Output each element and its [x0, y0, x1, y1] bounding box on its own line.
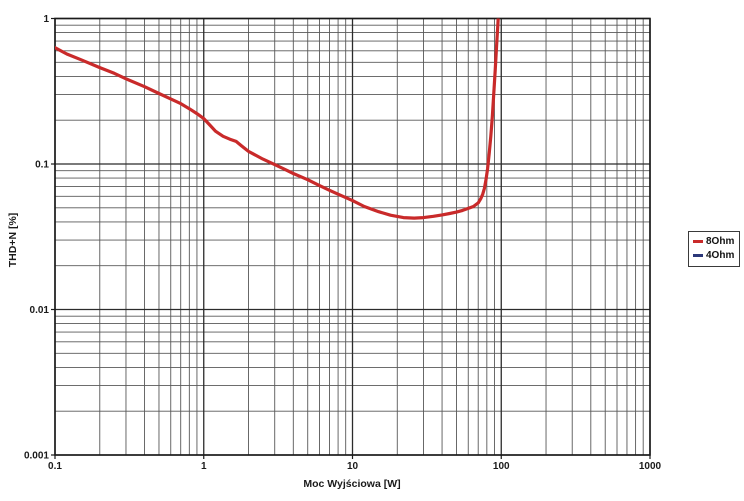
y-tick-label: 0.01: [30, 305, 50, 316]
data-curves: [55, 18, 500, 220]
legend-label: 4Ohm: [706, 250, 735, 261]
y-axis-title: THD+N [%]: [7, 213, 19, 268]
y-tick-label: 0.001: [24, 451, 49, 462]
x-tick-label: 100: [493, 461, 510, 472]
x-tick-label: 1: [201, 461, 207, 472]
x-tick-label: 0.1: [48, 461, 62, 472]
series-curve-8ohm: [55, 18, 500, 220]
legend-item-4ohm: 4Ohm: [693, 249, 734, 262]
y-tick-label: 0.1: [35, 160, 49, 171]
x-axis-title: Moc Wyjściowa [W]: [303, 478, 400, 490]
y-tick-label: 1: [43, 14, 49, 25]
legend-item-8ohm: 8Ohm: [693, 235, 734, 248]
axis-ticks: [51, 17, 651, 459]
legend-swatch-8ohm: [693, 240, 703, 243]
legend-label: 8Ohm: [706, 236, 735, 247]
legend: 8Ohm 4Ohm: [688, 231, 741, 267]
tick-labels: 0.1 1 10 100 1000 1 0.1 0.01 0.001: [24, 14, 662, 472]
x-tick-label: 1000: [639, 461, 662, 472]
x-tick-label: 10: [347, 461, 359, 472]
legend-swatch-4ohm: [693, 254, 703, 257]
